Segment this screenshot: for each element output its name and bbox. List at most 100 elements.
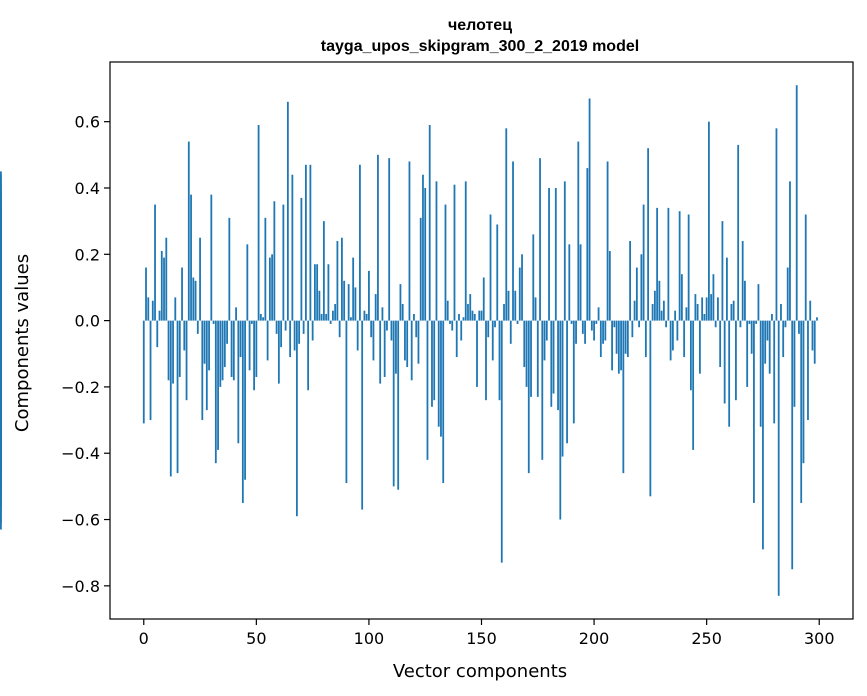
bar-component-286 [786,267,789,321]
bar-component-191 [572,320,575,424]
bar-component-15 [176,320,179,474]
bar-component-162 [507,290,510,321]
bar-component-155 [491,320,494,361]
x-tick-label: 150 [466,629,497,648]
bar-component-178 [543,320,546,361]
bar-component-208 [611,320,613,371]
bar-component-98 [363,310,366,321]
bar-component-293 [802,320,805,464]
bar-component-209 [613,320,616,328]
bar-component-2 [147,297,150,321]
bar-component-86 [336,241,339,321]
bar-component-262 [732,300,735,321]
bar-component-13 [172,320,174,384]
bar-component-142 [462,317,465,321]
bar-component-294 [804,214,807,321]
bar-component-38 [228,217,231,321]
bar-component-91 [347,284,350,321]
bar-component-70 [300,197,303,321]
bar-component-125 [424,187,427,321]
bar-component-14 [174,297,177,321]
bar-component-71 [302,320,305,334]
bar-component-189 [568,244,571,321]
bar-component-128 [431,320,433,407]
bar-component-195 [581,320,584,334]
bar-component-90 [345,320,348,484]
bar-component-203 [599,320,602,358]
chart-subtitle: tayga_upos_skipgram_300_2_2019 model [321,38,639,55]
bar-component-228 [656,207,659,321]
bar-component-156 [494,320,496,328]
bar-component-74 [309,164,312,321]
bar-component-266 [741,241,744,321]
bar-component-296 [809,300,812,321]
bar-component-282 [777,320,780,596]
bar-component-89 [343,280,346,321]
bar-component-131 [437,320,440,427]
bar-component-3 [149,320,152,421]
bar-component-211 [617,320,620,374]
bar-component-145 [469,294,472,321]
bar-component-243 [689,320,692,391]
bar-component-216 [629,241,631,321]
bar-component-44 [241,320,244,503]
bar-component-95 [356,320,359,351]
bar-component-257 [721,221,724,321]
bar-component-233 [667,207,670,321]
bar-component-63 [284,320,287,331]
bar-component-291 [798,320,800,334]
bar-component-185 [559,320,562,520]
bar-component-54 [264,217,267,321]
bar-component-99 [365,313,368,321]
bar-component-103 [374,294,377,321]
bar-component-222 [642,204,645,321]
bar-component-46 [246,244,249,321]
bar-component-164 [512,161,514,321]
bar-component-97 [361,320,364,510]
bar-component-11 [167,320,170,381]
bar-component-251 [708,121,710,321]
bar-component-117 [406,320,409,368]
bar-component-274 [759,320,762,427]
bar-component-154 [489,214,492,321]
bar-component-295 [807,320,809,421]
bar-component-152 [485,320,487,401]
bar-component-217 [631,320,634,338]
bar-component-141 [460,320,463,341]
bar-component-6 [156,320,159,348]
bar-component-113 [397,320,400,490]
bar-component-279 [771,313,773,321]
bar-component-227 [653,290,656,321]
bar-component-281 [775,128,778,321]
y-tick-label: 0.0 [75,312,100,331]
bar-component-187 [563,181,566,321]
bar-component-83 [329,320,332,324]
bar-component-0 [142,320,145,424]
bar-component-223 [644,320,647,358]
bar-component-214 [624,320,627,354]
bar-component-270 [750,320,753,354]
bar-component-253 [712,274,715,321]
bar-component-298 [813,320,816,364]
bar-component-188 [566,320,568,444]
bar-component-221 [640,254,643,321]
bar-component-67 [293,320,296,351]
bar-component-229 [658,280,661,321]
bar-component-277 [766,320,769,341]
bar-component-219 [635,267,638,321]
y-tick-label: 0.2 [75,245,100,264]
bar-component-246 [696,304,699,321]
bar-component-34 [219,320,222,387]
bar-component-192 [575,320,577,344]
bar-component-114 [399,284,402,321]
bar-component-29 [208,320,210,371]
bar-component-51 [257,124,260,321]
bar-component-64 [286,101,289,321]
bar-component-16 [178,320,181,377]
bar-component-292 [800,320,803,503]
bar-component-171 [527,320,530,474]
bar-component-299 [816,317,818,321]
y-tick-label: −0.8 [61,577,100,596]
bar-component-28 [205,320,208,411]
bar-component-143 [464,181,467,321]
